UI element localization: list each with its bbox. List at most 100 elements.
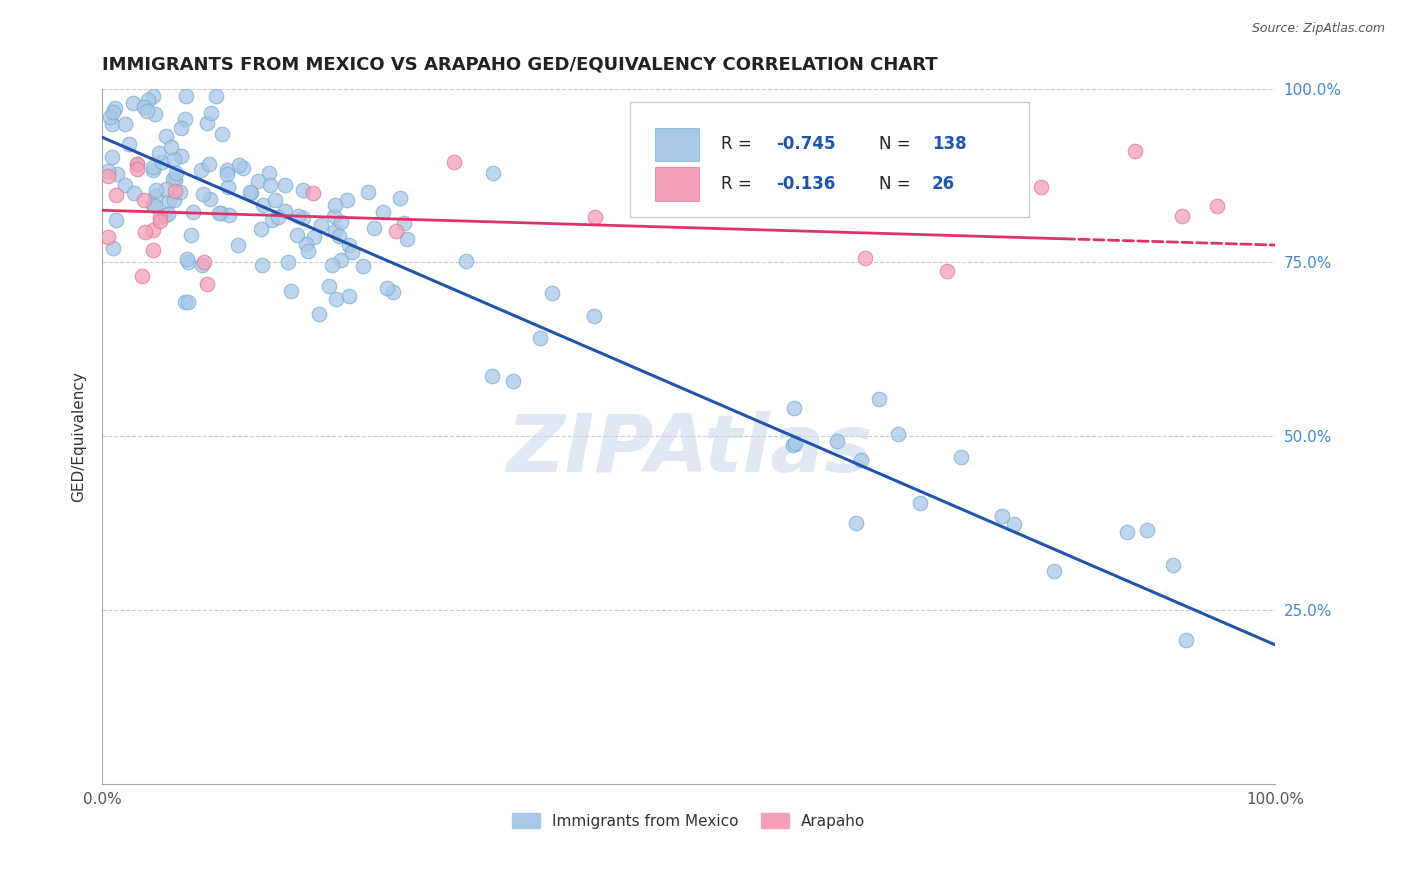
FancyBboxPatch shape	[630, 103, 1029, 218]
Point	[1170, 209, 1192, 223]
Point	[262, 213, 284, 227]
Point	[291, 211, 314, 225]
Point	[853, 251, 876, 265]
Point	[162, 193, 184, 207]
Point	[239, 186, 262, 200]
Point	[97, 230, 120, 244]
Point	[142, 160, 165, 174]
Point	[1123, 144, 1146, 158]
Point	[163, 152, 186, 166]
Point	[174, 294, 197, 309]
Point	[845, 516, 868, 530]
Point	[176, 252, 198, 266]
Point	[143, 189, 166, 203]
Point	[169, 148, 191, 162]
Point	[287, 227, 309, 242]
Point	[1163, 558, 1185, 572]
Point	[152, 155, 174, 169]
Point	[200, 106, 222, 120]
Point	[105, 188, 128, 202]
Point	[142, 223, 165, 237]
Point	[97, 164, 120, 178]
Point	[297, 244, 319, 258]
Point	[205, 88, 228, 103]
Point	[375, 281, 398, 295]
Point	[273, 203, 295, 218]
Point	[325, 292, 347, 306]
Point	[309, 219, 332, 233]
Text: R =: R =	[720, 136, 756, 153]
Text: 138: 138	[932, 136, 966, 153]
Point	[149, 210, 172, 224]
Point	[211, 127, 233, 141]
Point	[177, 255, 200, 269]
Point	[950, 450, 973, 464]
Point	[153, 208, 176, 222]
Point	[162, 172, 184, 186]
Point	[389, 191, 412, 205]
Point	[193, 255, 215, 269]
Point	[266, 210, 288, 224]
Point	[1175, 633, 1198, 648]
Point	[257, 166, 280, 180]
Point	[191, 186, 214, 201]
Point	[280, 285, 302, 299]
Point	[163, 184, 186, 198]
Point	[325, 198, 347, 212]
Point	[198, 157, 221, 171]
Text: 26: 26	[932, 175, 955, 193]
Point	[124, 186, 146, 201]
Point	[181, 204, 204, 219]
Point	[105, 167, 128, 181]
Point	[502, 374, 524, 388]
Point	[292, 183, 315, 197]
Point	[1002, 516, 1025, 531]
Point	[454, 253, 477, 268]
Point	[200, 192, 222, 206]
Text: R =: R =	[720, 175, 756, 193]
Point	[249, 222, 271, 236]
Text: N =: N =	[879, 136, 915, 153]
Point	[208, 206, 231, 220]
Point	[174, 88, 197, 103]
Point	[529, 331, 551, 345]
Point	[134, 100, 156, 114]
Point	[228, 158, 250, 172]
Point	[583, 309, 606, 323]
Point	[226, 237, 249, 252]
Point	[148, 146, 170, 161]
Point	[330, 252, 353, 267]
Point	[783, 435, 806, 450]
Point	[277, 255, 299, 269]
Point	[330, 214, 353, 228]
Point	[342, 244, 364, 259]
Point	[145, 183, 167, 197]
Text: IMMIGRANTS FROM MEXICO VS ARAPAHO GED/EQUIVALENCY CORRELATION CHART: IMMIGRANTS FROM MEXICO VS ARAPAHO GED/EQ…	[103, 55, 938, 73]
Point	[209, 206, 232, 220]
Point	[247, 174, 270, 188]
Point	[195, 115, 218, 129]
Point	[394, 216, 416, 230]
Point	[142, 244, 165, 258]
Point	[218, 208, 240, 222]
Point	[191, 259, 214, 273]
Text: -0.745: -0.745	[776, 136, 835, 153]
Text: ZIPAtlas: ZIPAtlas	[506, 411, 872, 489]
Point	[357, 185, 380, 199]
Point	[142, 162, 165, 177]
Point	[308, 307, 330, 321]
Point	[136, 93, 159, 107]
Point	[132, 194, 155, 208]
Point	[104, 213, 127, 227]
Point	[149, 214, 172, 228]
Point	[1136, 523, 1159, 537]
FancyBboxPatch shape	[655, 128, 699, 161]
Point	[1043, 564, 1066, 578]
Point	[143, 199, 166, 213]
Point	[259, 178, 281, 193]
Text: -0.136: -0.136	[776, 175, 835, 193]
Point	[155, 182, 177, 196]
Point	[264, 193, 287, 207]
Point	[328, 228, 350, 243]
Point	[101, 118, 124, 132]
